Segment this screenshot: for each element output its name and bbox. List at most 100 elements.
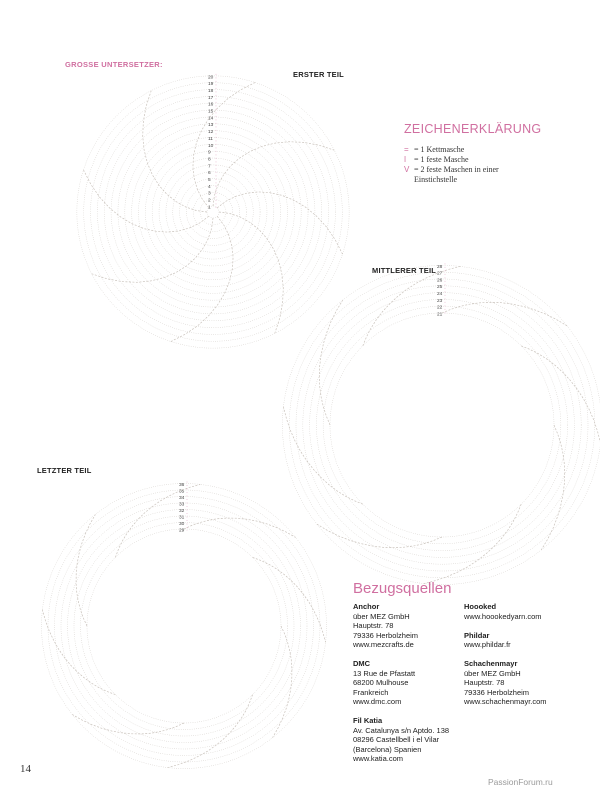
stitch-round (76, 75, 350, 349)
increase-line (362, 266, 461, 346)
source-name: Fil Katia (353, 716, 383, 725)
row-number: 14 (208, 115, 214, 121)
stitch-round (322, 305, 562, 545)
legend-title: ZEICHENERKLÄRUNG (404, 122, 542, 136)
stitch-round (302, 285, 582, 565)
row-number: 17 (208, 95, 214, 101)
row-number: 36 (179, 482, 185, 488)
increase-line (167, 694, 253, 768)
increase-line (83, 169, 210, 233)
stitch-round (158, 157, 268, 267)
part-title-last: LETZTER TEIL (37, 466, 92, 475)
source-link[interactable]: www.mezcrafts.de (353, 640, 414, 649)
watermark: PassionForum.ru (488, 777, 553, 787)
row-number: 27 (437, 271, 443, 277)
increase-symbol: V (404, 165, 410, 174)
stitch-round (131, 130, 295, 294)
row-number: 2 (208, 198, 211, 204)
row-number: 33 (179, 501, 185, 507)
increase-line (283, 406, 363, 505)
stitch-round (295, 278, 589, 572)
source-line: 08296 Castellbell i el Vilar (353, 735, 440, 744)
sources-title: Bezugsquellen (353, 580, 452, 597)
stitch-round (151, 150, 275, 274)
stitch-round (90, 89, 336, 335)
row-number: 19 (208, 81, 214, 87)
increase-line (441, 301, 568, 327)
stitch-round (80, 522, 288, 730)
source-line: (Barcelona) Spanien (353, 744, 422, 754)
stitch-round (193, 192, 233, 232)
source-dmc: DMC 13 Rue de Pfastatt 68200 Mulhouse Fr… (353, 659, 463, 707)
row-number: 18 (208, 88, 214, 94)
stitch-round (117, 116, 309, 308)
stitch-round (67, 509, 301, 743)
source-link[interactable]: www.hoookedyarn.com (464, 611, 542, 621)
row-number: 28 (437, 264, 443, 270)
increase-line (91, 217, 214, 283)
increase-line (272, 625, 293, 738)
source-name: Schachenmayr (464, 659, 518, 668)
row-number: 35 (179, 488, 185, 494)
row-number: 23 (437, 298, 443, 304)
legend-item-increase: V = 2 feste Maschen in einer Einstichste… (404, 165, 554, 185)
legend-item-single-crochet: ǀ = 1 feste Masche (404, 155, 554, 165)
increase-line (142, 90, 208, 213)
source-name: Anchor (353, 602, 380, 611)
stitch-round (104, 103, 322, 321)
row-number: 5 (208, 177, 211, 183)
stitch-round (309, 292, 575, 558)
row-number: 1 (208, 204, 211, 210)
stitch-round (110, 109, 316, 315)
source-hoooked: Hoooked www.hoookedyarn.com (464, 602, 584, 621)
row-number: 29 (179, 527, 185, 533)
source-link[interactable]: www.katia.com (353, 754, 404, 763)
stitch-round (138, 137, 288, 287)
source-line: Hauptstr. 78 (353, 621, 394, 630)
stitch-round (86, 528, 282, 724)
stitch-round (165, 164, 261, 260)
row-number: 9 (208, 150, 211, 156)
increase-line (170, 215, 234, 342)
row-number: 6 (208, 170, 211, 176)
source-line: über MEZ GmbH (353, 611, 410, 621)
source-link[interactable]: www.phildar.fr (464, 640, 511, 649)
sources-left-column: Anchor über MEZ GmbH Hauptstr. 78 79336 … (353, 602, 463, 773)
increase-line (212, 141, 335, 207)
increase-line (218, 211, 284, 334)
increase-line (316, 523, 443, 549)
source-name: DMC (353, 659, 371, 668)
stitch-round (60, 502, 308, 750)
legend-item-slip-stitch: = = 1 Kettmasche (404, 145, 554, 155)
sources-right-column: Hoooked www.hoookedyarn.com Phildar www.… (464, 602, 584, 716)
source-link[interactable]: www.schachenmayr.com (464, 697, 547, 706)
stitch-round (124, 123, 302, 301)
increase-line (252, 557, 326, 643)
source-line: Frankreich (353, 687, 389, 697)
legend-text: = 1 Kettmasche (414, 145, 465, 154)
increase-line (192, 82, 256, 209)
page-title: GROSSE UNTERSETZER: (65, 60, 163, 69)
row-number: 10 (208, 143, 214, 149)
source-link[interactable]: www.dmc.com (353, 697, 402, 706)
row-number: 4 (208, 184, 211, 190)
source-line: über MEZ GmbH (464, 668, 521, 678)
increase-line (72, 714, 185, 735)
stitch-round (145, 144, 281, 280)
source-line: 68200 Mulhouse (353, 678, 409, 687)
source-fil-katia: Fil Katia Av. Catalunya s/n Aptdo. 138 0… (353, 716, 463, 764)
row-number: 7 (208, 163, 211, 169)
row-number: 13 (208, 122, 214, 128)
row-number: 15 (208, 109, 214, 115)
source-name: Hoooked (464, 602, 497, 611)
increase-line (521, 345, 600, 443)
part-title-first: ERSTER TEIL (293, 70, 344, 79)
stitch-round (47, 489, 321, 763)
stitch-round (54, 496, 314, 756)
source-line: 13 Rue de Pfastatt (353, 668, 416, 678)
stitch-round (329, 312, 555, 538)
stitch-round (316, 299, 568, 551)
source-name: Phildar (464, 630, 490, 640)
